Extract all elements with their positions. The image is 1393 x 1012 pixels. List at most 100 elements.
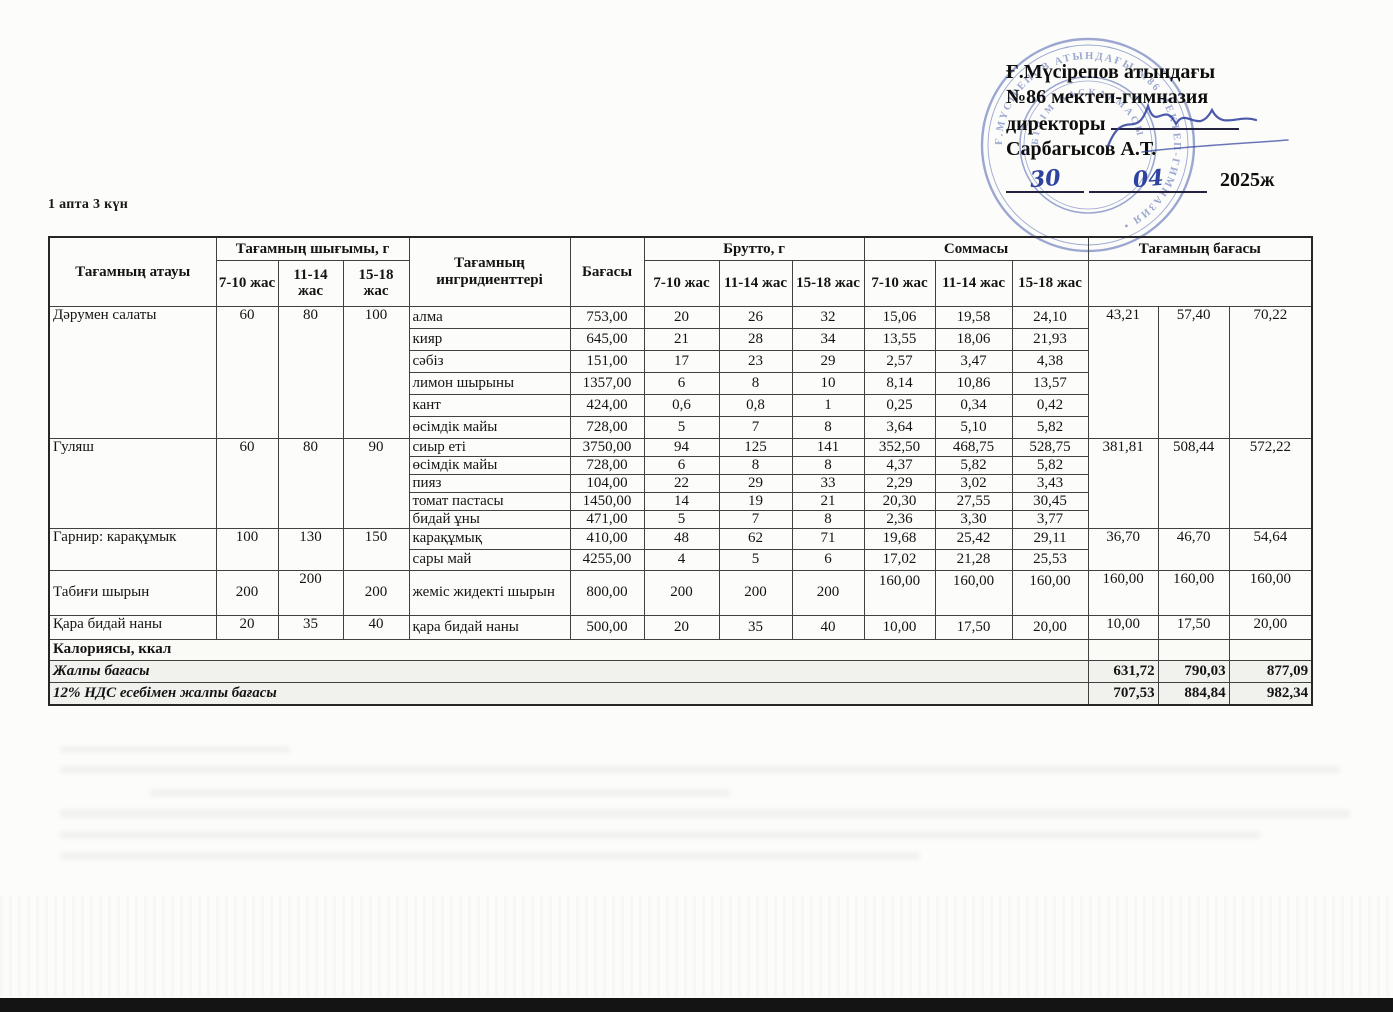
dish-output: 40 [342,614,410,640]
dish-output: 35 [277,614,344,640]
brutto-value: 23 [718,349,793,373]
dish-price: 46,70 [1157,527,1230,571]
school-stamp-seal: Ғ.МҮСІРЕПОВ АТЫНДАҒЫ №86 МЕКТЕП-ГИМНАЗИЯ… [980,37,1196,253]
table-row: Гуляш 60 80 90 сиыр еті 3750,00 94 125 1… [48,437,1313,529]
sum-value: 0,25 [863,393,936,417]
menu-table: Тағамның атауы Тағамның шығымы, г Тағамн… [48,236,1314,706]
ingredient-name: өсімдік майы [408,415,571,439]
ingredient-price: 728,00 [569,415,645,439]
brutto-value: 0,8 [718,393,793,417]
brutto-value: 8 [791,455,865,475]
brutto-value: 10 [791,371,865,395]
calories-row: Калориясы, ккал [48,638,1313,661]
brutto-value: 48 [643,527,720,550]
sum-value: 352,50 [863,437,936,457]
sum-value: 4,38 [1011,349,1089,373]
brutto-value: 5 [643,509,720,529]
dish-price: 36,70 [1087,527,1159,571]
dish-price: 54,64 [1228,527,1313,571]
ingredient-name: бидай ұны [408,509,571,529]
brutto-value: 6 [643,371,720,395]
dish-output: 200 [215,569,279,616]
sum-value: 21,93 [1011,327,1089,351]
sum-value: 19,58 [934,305,1013,329]
sum-value: 18,06 [934,327,1013,351]
dish-price: 160,00 [1228,569,1313,616]
col-sum-age3: 15-18 жас [1011,259,1089,307]
col-dish-name: Тағамның атауы [48,236,217,307]
ingredient-price: 1450,00 [569,491,645,511]
col-group-dish-price: Тағамның бағасы [1087,236,1313,261]
sum-value: 3,47 [934,349,1013,373]
dish-price: 43,21 [1087,305,1159,439]
brutto-value: 8 [718,455,793,475]
sum-value: 5,82 [1011,455,1089,475]
brutto-value: 6 [643,455,720,475]
dish-output: 60 [215,305,279,439]
sum-value: 20,30 [863,491,936,511]
brutto-value: 8 [791,509,865,529]
ingredient-price: 753,00 [569,305,645,329]
brutto-value: 0,6 [643,393,720,417]
sum-value: 3,64 [863,415,936,439]
brutto-value: 29 [791,349,865,373]
school-name-line2: №86 мектеп-гимназия [1006,86,1209,108]
vat-total-row: 12% НДС есебімен жалпы бағасы 707,53 884… [48,681,1313,706]
brutto-value: 6 [791,548,865,571]
table-row: Табиғи шырын 200 200 200 жеміс жидекті ш… [48,569,1313,616]
school-name-line1: Ғ.Мүсірепов атындағы [1006,61,1216,83]
table-row: бидай ұны 471,00 5 7 8 2,36 3,30 3,77 [49,509,1312,529]
table-row: пияз 104,00 22 29 33 2,29 3,02 3,43 [49,473,1312,493]
ingredient-name: кияр [408,327,571,351]
col-sum-age1: 7-10 жас [863,259,936,307]
sum-value: 25,42 [934,527,1013,550]
sum-value: 10,00 [863,614,936,640]
ingredient-price: 3750,00 [569,437,645,457]
brutto-value: 200 [791,569,865,616]
total-value: 631,72 [1087,659,1159,683]
sum-value: 2,29 [863,473,936,493]
brutto-value: 7 [718,415,793,439]
approval-block: Ғ.Мүсірепов атындағы №86 мектеп-гимназия… [1006,60,1336,193]
ingredient-name: өсімдік майы [408,455,571,475]
vat-label: 12% НДС есебімен жалпы бағасы [48,681,1089,706]
total-value: 877,09 [1228,659,1313,683]
sum-value: 3,77 [1011,509,1089,529]
calories-label: Калориясы, ккал [48,638,1089,661]
dish-price: 10,00 [1087,614,1159,640]
ingredient-name: карақұмық [408,527,571,550]
sum-value: 8,14 [863,371,936,395]
dish-price: 572,22 [1228,437,1313,529]
header-row-groups: Тағамның атауы Тағамның шығымы, г Тағамн… [48,236,1313,307]
col-group-brutto: Брутто, г [643,236,865,261]
brutto-value: 200 [643,569,720,616]
sum-value: 15,06 [863,305,936,329]
dish-output: 130 [277,527,344,571]
total-row: Жалпы бағасы 631,72 790,03 877,09 [48,659,1313,683]
brutto-value: 26 [718,305,793,329]
ingredient-name: сиыр еті [408,437,571,457]
brutto-value: 35 [718,614,793,640]
ingredient-name: сәбіз [408,349,571,373]
brutto-value: 8 [718,371,793,395]
ingredient-price: 800,00 [569,569,645,616]
ingredient-name: қара бидай наны [408,614,571,640]
header-row-ages: 7-10 жас 11-14 жас 15-18 жас 7-10 жас 11… [49,259,1312,307]
dish-output: 80 [277,437,344,529]
col-sum-age2: 11-14 жас [934,259,1013,307]
ingredient-price: 471,00 [569,509,645,529]
handwritten-day: 30 [1028,164,1062,194]
dish-output: 100 [215,527,279,571]
brutto-value: 71 [791,527,865,550]
sum-value: 25,53 [1011,548,1089,571]
sum-value: 5,82 [1011,415,1089,439]
brutto-value: 21 [643,327,720,351]
sum-value: 3,02 [934,473,1013,493]
sum-value: 21,28 [934,548,1013,571]
sum-value: 4,37 [863,455,936,475]
col-output-age1: 7-10 жас [215,259,279,307]
ingredient-price: 500,00 [569,614,645,640]
sum-value: 468,75 [934,437,1013,457]
col-brutto-age2: 11-14 жас [718,259,793,307]
